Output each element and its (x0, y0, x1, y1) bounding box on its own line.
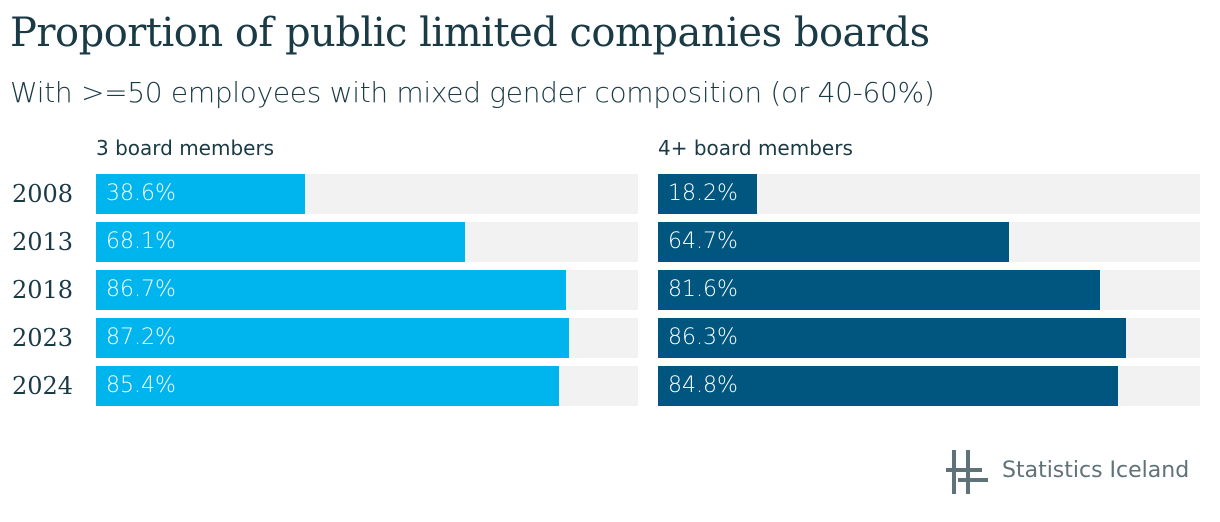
category-label-2013: 2013 (12, 228, 74, 256)
data-label: 86.3% (668, 325, 738, 350)
bar-1-2024 (96, 366, 559, 406)
panel-title-1: 3 board members (96, 136, 275, 160)
bar-2-2013 (658, 222, 1009, 262)
data-label: 81.6% (668, 277, 738, 302)
bar-1-2008 (96, 174, 305, 214)
statistics-iceland-logo: Statistics Iceland (946, 448, 1206, 496)
bar-track: 64.7% (658, 222, 1200, 262)
logo-text: Statistics Iceland (1002, 458, 1190, 483)
bar-track: 68.1% (96, 222, 638, 262)
category-label-2023: 2023 (12, 324, 74, 352)
bar-2-2018 (658, 270, 1100, 310)
chart-title: Proportion of public limited companies b… (10, 10, 930, 56)
data-label: 64.7% (668, 229, 738, 254)
bar-1-2013 (96, 222, 465, 262)
bar-2-2008 (658, 174, 757, 214)
bar-1-2018 (96, 270, 566, 310)
category-label-2008: 2008 (12, 180, 74, 208)
data-label: 87.2% (106, 325, 176, 350)
bar-2-2024 (658, 366, 1118, 406)
chart-subtitle: With >=50 employees with mixed gender co… (10, 76, 935, 109)
statistics-iceland-logo-icon (946, 450, 988, 494)
data-label: 38.6% (106, 181, 176, 206)
data-label: 18.2% (668, 181, 738, 206)
data-label: 68.1% (106, 229, 176, 254)
bar-track: 87.2% (96, 318, 638, 358)
data-label: 85.4% (106, 373, 176, 398)
panel-title-2: 4+ board members (658, 136, 853, 160)
category-label-2024: 2024 (12, 372, 74, 400)
bar-track: 86.7% (96, 270, 638, 310)
bar-track: 84.8% (658, 366, 1200, 406)
data-label: 84.8% (668, 373, 738, 398)
bar-track: 38.6% (96, 174, 638, 214)
category-label-2018: 2018 (12, 276, 74, 304)
bar-2-2023 (658, 318, 1126, 358)
bar-track: 18.2% (658, 174, 1200, 214)
bar-track: 85.4% (96, 366, 638, 406)
bar-1-2023 (96, 318, 569, 358)
data-label: 86.7% (106, 277, 176, 302)
bar-track: 86.3% (658, 318, 1200, 358)
bar-track: 81.6% (658, 270, 1200, 310)
